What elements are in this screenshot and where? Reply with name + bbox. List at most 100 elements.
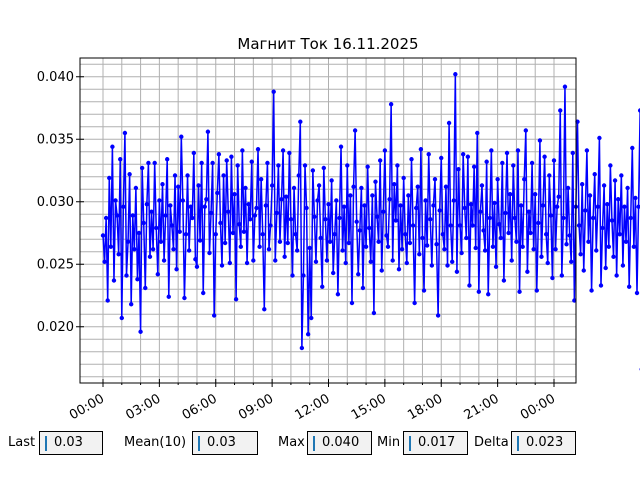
data-point [465,154,471,159]
data-point [514,239,519,244]
data-point [252,213,258,218]
data-point [437,208,442,213]
data-point [531,247,536,252]
data-point [177,229,182,234]
min-field[interactable]: 0.017 [403,431,468,455]
data-point [388,102,394,107]
data-point [625,185,630,191]
data-point [481,228,486,233]
x-tick-label: 12:00 [293,391,333,423]
data-point [105,298,110,303]
data-point [341,204,347,209]
data-point [182,295,187,301]
data-point [110,144,115,149]
data-point [460,152,466,157]
data-point [288,217,294,222]
data-point [349,300,355,306]
data-point [139,165,145,171]
data-point [301,273,306,278]
data-point [373,179,378,184]
data-point [628,215,633,221]
data-point [528,230,533,236]
data-point [496,222,502,227]
data-point [107,175,112,181]
data-point [597,135,602,141]
data-point [431,203,436,208]
data-point [584,148,590,153]
delta-value: 0.023 [526,435,564,450]
data-point [537,138,543,143]
data-point [305,332,311,337]
y-tick-label: 0.030 [37,195,74,210]
data-point [377,158,383,163]
data-point [235,163,240,168]
data-point [539,254,544,259]
data-point [202,204,207,209]
data-point [493,264,499,269]
data-point [367,225,372,231]
data-point [125,239,131,244]
data-point [218,220,223,226]
data-point [600,225,605,231]
delta-field[interactable]: 0.023 [511,431,576,455]
data-point [193,257,198,262]
data-point [296,173,301,178]
data-point [324,258,330,263]
y-tick-label: 0.040 [37,70,74,85]
data-point [634,290,640,296]
data-point [365,164,370,169]
data-point [614,273,619,278]
data-point [293,232,298,237]
data-point [626,284,632,289]
data-point [127,172,132,177]
data-point [636,204,640,209]
data-point [271,89,276,94]
data-point [290,273,295,278]
data-point [512,215,518,221]
data-point [108,244,114,249]
data-point [583,208,588,213]
data-point [590,215,596,221]
data-point [608,163,613,168]
data-point [562,84,568,89]
data-point [478,209,483,214]
data-point [128,302,134,307]
data-point [507,192,513,197]
x-tick-label: 21:00 [462,391,502,423]
data-point [517,289,522,294]
data-point [329,178,334,183]
last-value: 0.03 [54,435,83,450]
data-point [489,148,494,153]
data-point [165,157,170,162]
x-tick-label: 00:00 [67,391,107,423]
data-point [579,182,585,187]
data-point [440,232,446,237]
data-point [320,284,325,289]
last-field[interactable]: 0.03 [39,431,103,455]
data-point [370,193,375,198]
data-point [360,285,366,291]
min-value: 0.017 [418,435,456,450]
data-point [534,288,539,293]
data-point [567,233,572,238]
data-point [149,209,154,214]
data-point [227,260,233,266]
text-cursor [313,436,315,451]
data-point [622,204,627,209]
data-point [224,158,229,163]
data-point [201,290,206,296]
data-point [323,217,328,222]
mean-field[interactable]: 0.03 [192,431,258,455]
data-point [116,252,121,257]
data-point [473,245,478,251]
data-point [346,240,352,246]
data-point [592,172,597,177]
data-point [298,119,303,124]
text-cursor [198,436,200,451]
data-point [495,177,500,182]
data-point [500,160,505,166]
max-field[interactable]: 0.040 [307,431,372,455]
data-point [387,197,392,202]
data-point [576,223,582,228]
